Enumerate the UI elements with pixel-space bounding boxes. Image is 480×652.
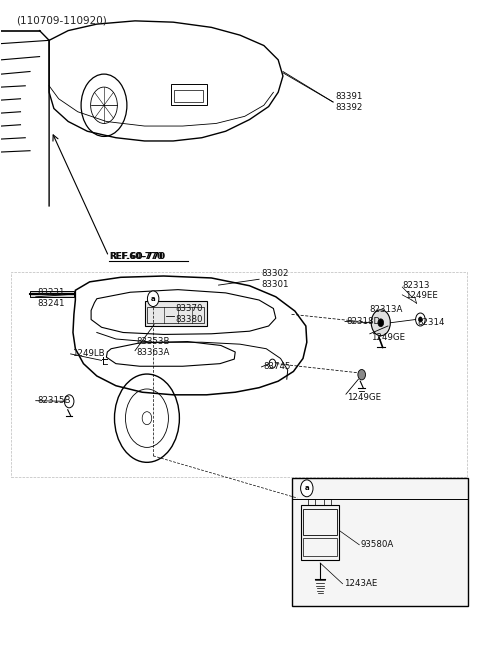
Bar bbox=[308, 499, 315, 505]
Bar bbox=[324, 499, 331, 505]
Bar bbox=[303, 539, 337, 556]
Text: 1249LB: 1249LB bbox=[72, 349, 105, 359]
Text: 82318D: 82318D bbox=[346, 317, 380, 326]
Text: 83370
83380: 83370 83380 bbox=[176, 304, 203, 324]
Bar bbox=[147, 306, 204, 323]
Bar bbox=[301, 505, 339, 559]
Text: 1249GE: 1249GE bbox=[371, 333, 406, 342]
Circle shape bbox=[371, 310, 390, 336]
Text: 83391
83392: 83391 83392 bbox=[336, 92, 363, 112]
Text: 82313: 82313 bbox=[402, 280, 430, 289]
Text: a: a bbox=[304, 485, 309, 492]
Circle shape bbox=[378, 319, 384, 327]
Text: 83302
83301: 83302 83301 bbox=[262, 269, 289, 289]
Text: 83745: 83745 bbox=[263, 363, 290, 372]
Text: 82315B: 82315B bbox=[37, 396, 71, 405]
Text: REF.60-770: REF.60-770 bbox=[109, 252, 165, 261]
Bar bbox=[174, 91, 203, 102]
Text: 1249EE: 1249EE bbox=[405, 291, 437, 300]
Bar bbox=[171, 85, 206, 105]
Bar bbox=[291, 478, 468, 606]
Bar bbox=[144, 301, 206, 326]
Bar bbox=[11, 272, 467, 477]
Bar bbox=[30, 291, 74, 297]
Text: 82313A: 82313A bbox=[370, 305, 403, 314]
Circle shape bbox=[147, 291, 159, 306]
Circle shape bbox=[300, 480, 313, 497]
Text: REF.60-770: REF.60-770 bbox=[109, 252, 163, 261]
Text: 83231
83241: 83231 83241 bbox=[37, 288, 65, 308]
Text: 82314: 82314 bbox=[418, 318, 445, 327]
Text: 83353B
83363A: 83353B 83363A bbox=[136, 336, 170, 357]
Circle shape bbox=[358, 370, 365, 380]
Text: 1249GE: 1249GE bbox=[348, 393, 382, 402]
Circle shape bbox=[419, 317, 422, 322]
Text: a: a bbox=[151, 296, 156, 302]
Bar bbox=[303, 509, 337, 535]
Text: 1243AE: 1243AE bbox=[344, 579, 377, 588]
Text: (110709-110920): (110709-110920) bbox=[16, 16, 107, 25]
Text: 93580A: 93580A bbox=[360, 541, 394, 549]
